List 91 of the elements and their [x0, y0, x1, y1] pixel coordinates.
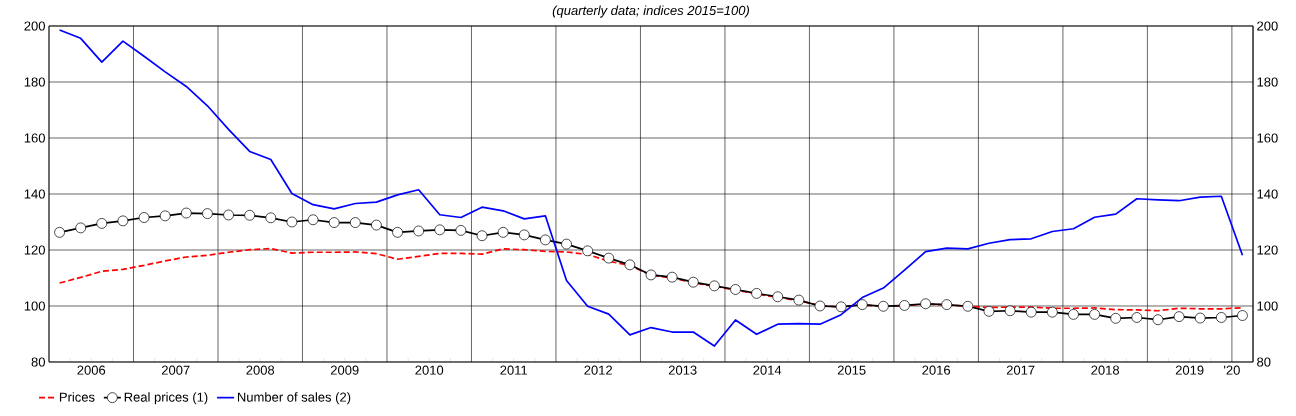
point [1068, 309, 1079, 320]
x-tick-label: 2015 [837, 365, 866, 375]
point [645, 269, 657, 281]
point [793, 294, 805, 306]
y-tick-label: 180 [24, 77, 45, 87]
point [1152, 314, 1164, 326]
legend-label: Real prices (1) [124, 392, 208, 405]
x-tick-label: 2013 [668, 365, 697, 375]
point [540, 234, 551, 246]
point [497, 227, 509, 238]
point [962, 300, 974, 312]
point [159, 210, 171, 222]
point [1046, 306, 1058, 318]
point [561, 238, 572, 250]
point [202, 208, 213, 219]
point [941, 299, 953, 310]
x-tick-label: 2012 [584, 365, 612, 375]
x-tick-label: 2008 [246, 365, 275, 375]
point [96, 218, 108, 229]
x-tick-label: 2010 [415, 365, 444, 375]
y2-tick-label: 120 [1257, 245, 1278, 255]
x-tick-label: 2018 [1091, 365, 1120, 375]
legend-label: Number of sales (2) [237, 392, 351, 405]
legend-label: Prices [59, 392, 95, 402]
x-tick-label: 2014 [753, 365, 782, 375]
y-tick-label: 140 [24, 189, 45, 199]
point [349, 217, 361, 228]
x-tick-label: '20 [1224, 365, 1240, 375]
point [476, 230, 488, 242]
chart-subtitle: (quarterly data; indices 2015=100) [552, 5, 750, 18]
point [434, 224, 446, 236]
y-tick-label: 100 [24, 301, 45, 311]
point [814, 300, 826, 312]
y2-tick-label: 140 [1257, 189, 1278, 199]
line-series [58, 29, 1244, 347]
x-tick-label: 2009 [330, 365, 359, 375]
point [54, 227, 65, 238]
point [1089, 309, 1100, 320]
point [307, 214, 319, 226]
point [709, 280, 720, 292]
x-tick-label: 2016 [922, 365, 951, 375]
point [687, 276, 699, 288]
point [455, 225, 467, 236]
point [392, 227, 403, 238]
point [265, 212, 277, 224]
point [1025, 306, 1037, 318]
y-tick-label: 160 [24, 133, 45, 143]
x-tick-label: 2019 [1175, 365, 1204, 375]
point [244, 209, 256, 221]
point [413, 225, 424, 237]
point [1194, 312, 1206, 324]
point [666, 271, 678, 283]
x-tick-label: 2017 [1006, 365, 1035, 375]
y2-tick-label: 80 [1257, 357, 1271, 367]
point [899, 300, 910, 311]
point [371, 219, 382, 231]
point [603, 252, 615, 264]
point [878, 300, 889, 312]
point [223, 209, 234, 221]
y2-tick-label: 180 [1257, 77, 1278, 87]
x-tick-label: 2011 [500, 365, 528, 375]
point [518, 229, 530, 241]
y-tick-label: 120 [24, 245, 45, 255]
point [856, 299, 868, 310]
point [582, 245, 593, 257]
point [983, 305, 995, 317]
point [1215, 312, 1227, 323]
point [1131, 312, 1143, 323]
point [1173, 311, 1185, 322]
y2-tick-label: 100 [1257, 301, 1278, 311]
point [1237, 310, 1248, 321]
x-tick-label: 2006 [77, 365, 106, 375]
point [286, 216, 298, 228]
point [117, 215, 129, 227]
point [1004, 305, 1016, 317]
y-tick-label: 200 [24, 21, 45, 31]
point [835, 301, 847, 313]
point [624, 259, 636, 271]
x-tick-label: 2007 [161, 365, 190, 375]
point [75, 222, 87, 234]
y2-tick-label: 200 [1257, 21, 1278, 31]
point [730, 284, 741, 295]
point [180, 207, 192, 219]
point [328, 217, 340, 228]
y2-tick-label: 160 [1257, 133, 1278, 143]
point [751, 288, 762, 299]
point [138, 212, 150, 223]
point [1110, 312, 1122, 324]
y-tick-label: 80 [31, 357, 45, 367]
point [920, 298, 931, 310]
point [772, 291, 784, 303]
